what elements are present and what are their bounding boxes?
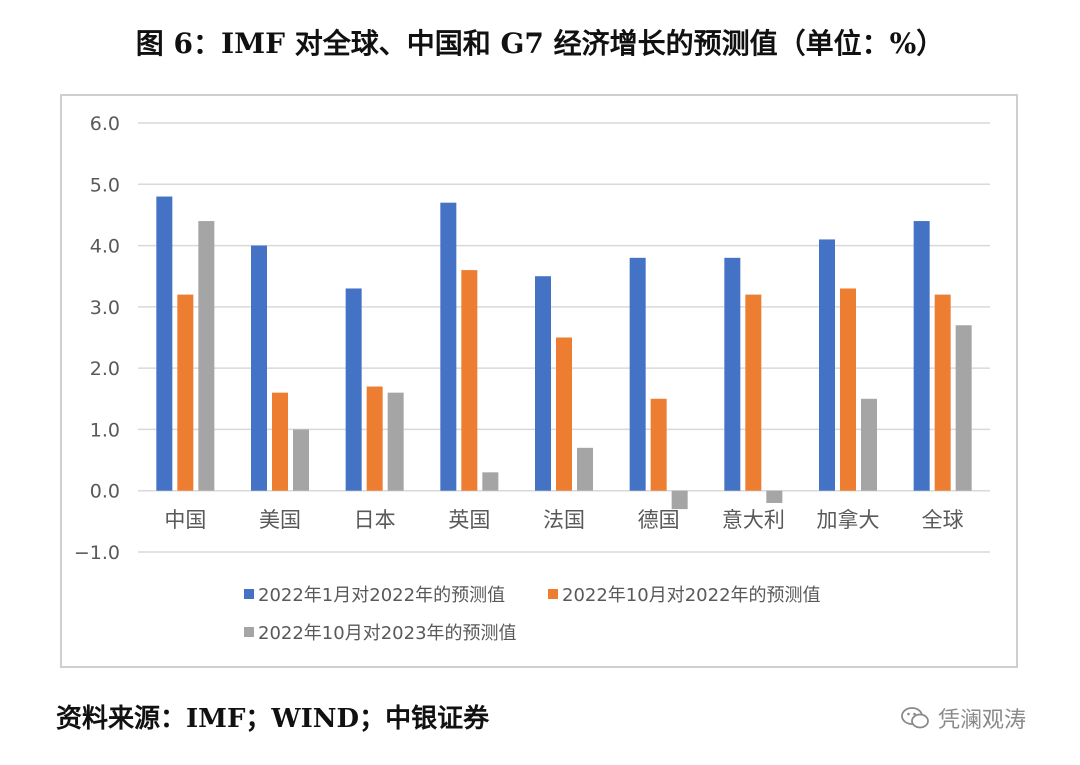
bar: [293, 429, 309, 491]
bar: [577, 447, 593, 491]
bar: [671, 490, 688, 510]
x-category-label: 德国: [638, 508, 680, 532]
chart-title: 图 6：IMF 对全球、中国和 G7 经济增长的预测值（单位：%）: [135, 27, 945, 60]
x-category-label: 美国: [259, 508, 301, 532]
watermark-text: 凭澜观涛: [938, 708, 1027, 733]
bar: [955, 325, 972, 491]
x-category-label: 法国: [543, 508, 585, 532]
legend-label: 2022年10月对2023年的预测值: [258, 623, 517, 644]
bar: [535, 276, 551, 491]
bar: [387, 392, 404, 491]
x-category-label: 日本: [354, 508, 396, 532]
legend-swatch: [244, 627, 254, 637]
bar: [934, 294, 951, 491]
bar: [629, 257, 646, 491]
x-axis-categories: 中国 美国 日本 英国 法国 德国 意大利 加拿大 全球: [164, 508, 963, 532]
legend-label: 2022年10月对2022年的预测值: [562, 585, 821, 606]
bar: [556, 337, 572, 491]
bar: [461, 270, 478, 491]
bar: [913, 221, 930, 491]
x-category-label: 意大利: [722, 508, 785, 532]
bar: [366, 386, 383, 491]
bar: [482, 472, 499, 491]
y-tick-label: 6.0: [90, 113, 120, 135]
y-tick-label: 2.0: [90, 358, 120, 380]
legend-label: 2022年1月对2022年的预测值: [258, 585, 505, 606]
bar: [272, 392, 288, 491]
y-tick-label: 1.0: [90, 419, 120, 441]
bar: [440, 202, 457, 491]
bar: [650, 398, 667, 491]
y-tick-label: 5.0: [90, 174, 120, 196]
bar: [745, 294, 762, 491]
wechat-icon: [901, 707, 929, 729]
bar: [819, 239, 835, 491]
y-axis-ticks: 6.0 5.0 4.0 3.0 2.0 1.0 0.0 −1.0: [74, 113, 120, 564]
x-category-label: 中国: [164, 508, 206, 532]
bar: [156, 196, 173, 491]
bars: [156, 196, 972, 510]
y-tick-label: 4.0: [90, 236, 120, 258]
bar: [840, 288, 856, 491]
bar: [766, 490, 783, 503]
y-tick-label: −1.0: [74, 542, 120, 564]
x-category-label: 英国: [448, 508, 490, 532]
bar: [861, 398, 877, 491]
x-category-label: 全球: [922, 508, 964, 532]
x-category-label: 加拿大: [817, 508, 880, 532]
bar: [251, 245, 267, 491]
legend-swatch: [548, 589, 558, 599]
y-tick-label: 0.0: [90, 481, 120, 503]
source-note: 资料来源：IMF；WIND；中银证券: [56, 704, 490, 734]
bar: [198, 221, 215, 491]
legend-swatch: [244, 589, 254, 599]
bar: [177, 294, 194, 491]
bar: [345, 288, 362, 491]
bar: [724, 257, 741, 491]
y-tick-label: 3.0: [90, 297, 120, 319]
watermark: 凭澜观涛: [900, 702, 1026, 734]
legend: 2022年1月对2022年的预测值 2022年10月对2022年的预测值 2022年…: [244, 585, 821, 644]
